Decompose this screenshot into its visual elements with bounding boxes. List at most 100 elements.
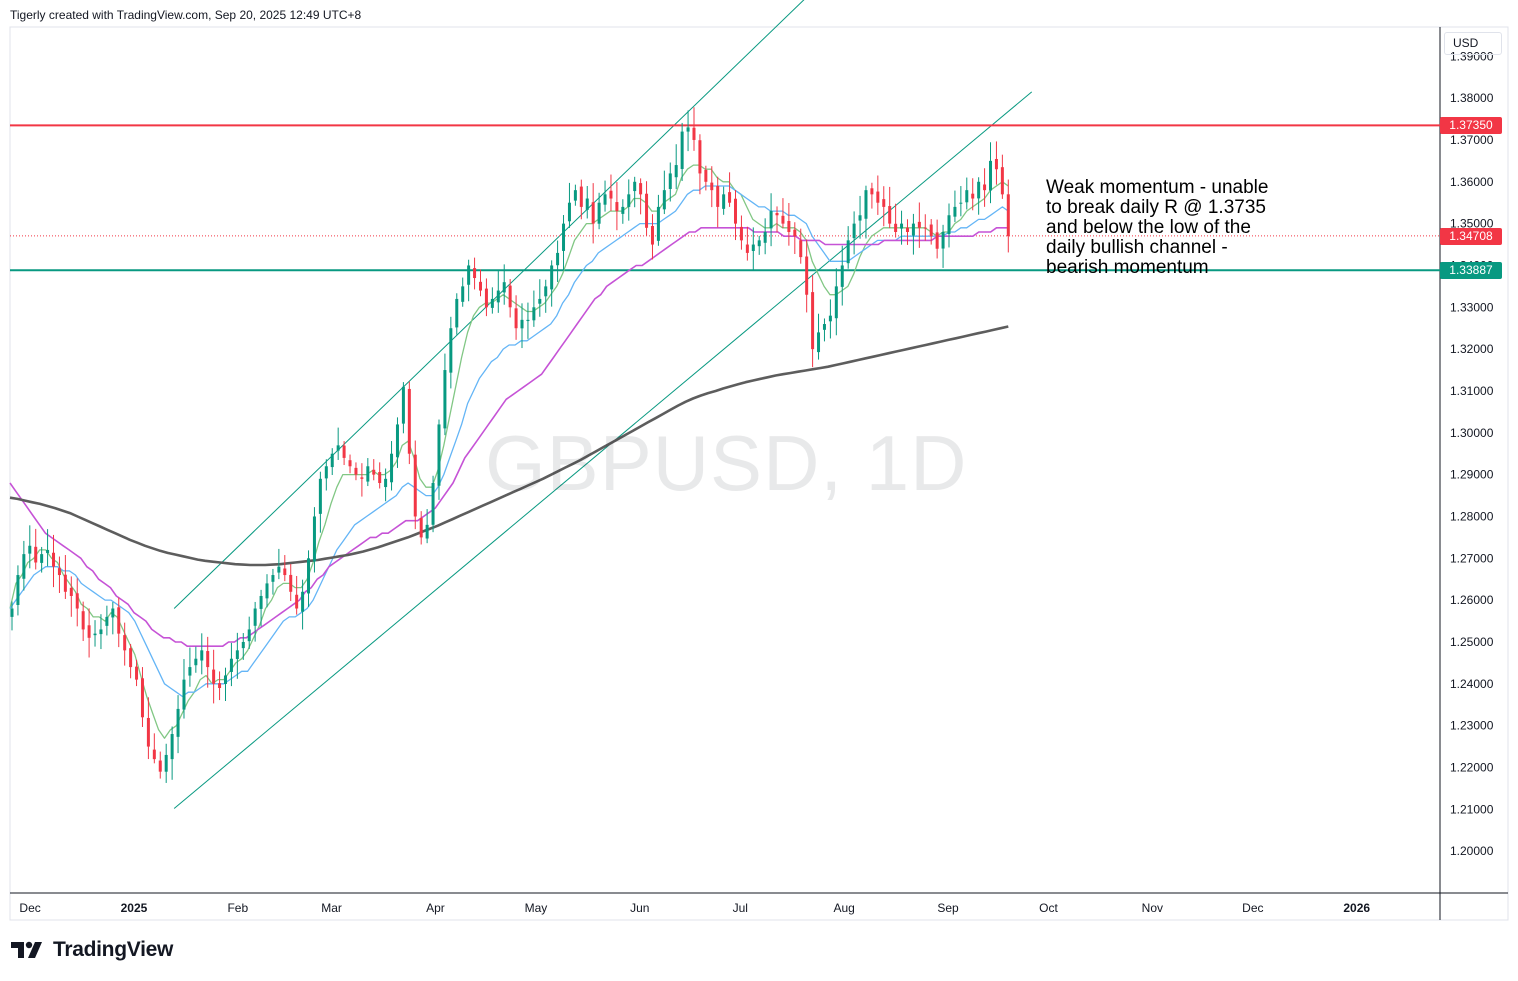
candle-body — [194, 658, 198, 666]
candle-body — [52, 552, 56, 567]
candle-body — [692, 127, 696, 140]
candle-body — [544, 286, 548, 297]
candle-body — [265, 583, 269, 599]
candle-body — [965, 190, 969, 203]
price-tick-label: 1.23000 — [1450, 719, 1494, 733]
chart-attribution: Tigerly created with TradingView.com, Se… — [10, 8, 362, 22]
candle-body — [983, 184, 987, 191]
annotation-line: bearish momentum — [1046, 257, 1209, 278]
candle-body — [16, 575, 20, 605]
price-tick-label: 1.28000 — [1450, 509, 1494, 523]
candle-body — [508, 285, 512, 308]
annotation-line: Weak momentum - unable — [1046, 177, 1269, 198]
candle-body — [229, 658, 233, 672]
candle-body — [206, 651, 210, 668]
candle-body — [947, 215, 951, 235]
price-levels — [10, 124, 1440, 272]
time-tick-label: Feb — [227, 901, 248, 915]
candle-body — [69, 587, 73, 596]
price-tick-label: 1.39000 — [1450, 49, 1494, 63]
candle-body — [99, 629, 103, 635]
time-tick-label: Apr — [426, 901, 445, 915]
annotation-line: and below the low of the — [1046, 217, 1251, 238]
candle-body — [971, 193, 975, 199]
tradingview-logo[interactable]: TradingView — [11, 938, 173, 962]
candle-body — [953, 206, 957, 217]
candle-body — [146, 717, 150, 747]
candle-body — [218, 683, 222, 689]
candle-body — [182, 679, 186, 710]
candle-body — [22, 554, 26, 579]
trend-channel — [173, 0, 1033, 809]
brand-name: TradingView — [53, 938, 174, 961]
candle-body — [562, 223, 566, 251]
candle-body — [556, 252, 560, 266]
candle-body — [188, 667, 192, 676]
time-tick-label: 2026 — [1343, 901, 1370, 915]
candle-body — [793, 229, 797, 237]
time-tick-label: Jul — [733, 901, 748, 915]
candle-body — [478, 281, 482, 291]
candle-body — [900, 223, 904, 229]
candle-body — [395, 424, 399, 458]
candle-body — [603, 194, 607, 205]
candle-body — [111, 608, 115, 618]
price-tick-label: 1.31000 — [1450, 384, 1494, 398]
price-tick-label: 1.26000 — [1450, 593, 1494, 607]
candle-body — [698, 140, 702, 174]
tradingview-logo-icon — [11, 941, 42, 958]
price-tick-label: 1.24000 — [1450, 677, 1494, 691]
candle-body — [324, 466, 328, 479]
candle-body — [473, 268, 477, 279]
candle-body — [105, 616, 109, 626]
candle-body — [597, 202, 601, 224]
price-tick-label: 1.37000 — [1450, 133, 1494, 147]
candle-body — [34, 546, 38, 563]
candle-body — [550, 265, 554, 290]
candle-body — [728, 192, 732, 203]
candle-body — [10, 608, 14, 617]
candle-body — [858, 215, 862, 221]
candle-body — [769, 211, 773, 229]
candle-body — [152, 749, 156, 760]
candle-body — [989, 160, 993, 191]
candle-body — [348, 460, 352, 467]
candle-body — [591, 202, 595, 224]
price-tick-label: 1.21000 — [1450, 802, 1494, 816]
candle-body — [668, 173, 672, 189]
price-tick-label: 1.27000 — [1450, 551, 1494, 565]
candle-body — [295, 594, 299, 609]
analysis-annotation: Weak momentum - unable to break daily R … — [1046, 178, 1326, 278]
time-tick-label: Jun — [630, 901, 649, 915]
candle-body — [247, 629, 251, 642]
candle-body — [117, 607, 121, 634]
candle-body — [739, 226, 743, 241]
candle-body — [259, 595, 263, 609]
candle-body — [923, 227, 927, 229]
candle-body — [437, 424, 441, 486]
candle-body — [1006, 194, 1010, 237]
candle-body — [994, 158, 998, 170]
candle-body — [828, 315, 832, 322]
candle-body — [467, 265, 471, 285]
candle-body — [135, 666, 139, 680]
candle-body — [496, 290, 500, 303]
candles — [10, 107, 1010, 783]
candle-body — [401, 386, 405, 424]
time-tick-label: 2025 — [121, 901, 148, 915]
candle-body — [318, 478, 322, 514]
currency-selector[interactable]: USD — [1444, 32, 1502, 55]
candle-body — [579, 186, 583, 207]
candle-body — [805, 256, 809, 295]
price-tick-label: 1.35000 — [1450, 217, 1494, 231]
candle-body — [312, 516, 316, 562]
candle-body — [407, 388, 411, 454]
candle-body — [917, 221, 921, 228]
candle-body — [1000, 167, 1004, 195]
candle-body — [935, 232, 939, 249]
candle-body — [384, 478, 388, 488]
candle-body — [911, 223, 915, 236]
candle-body — [929, 224, 933, 237]
candle-body — [212, 669, 216, 684]
